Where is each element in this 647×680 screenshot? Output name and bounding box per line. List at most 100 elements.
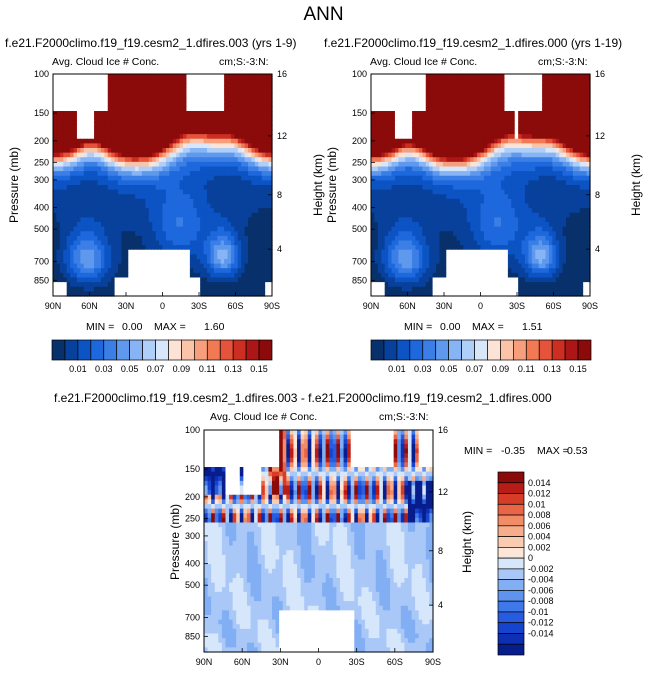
panel2-colorbar-box (448, 339, 462, 361)
panel1-ytick-label: 100 (34, 69, 49, 79)
panel2-ytick-label: 300 (352, 175, 367, 185)
panel1-colorbar-box (181, 339, 195, 361)
panel2-y2tick-label: 4 (595, 244, 600, 254)
panel2-colorbar-box (487, 339, 501, 361)
panel1-colorbar-box (103, 339, 118, 361)
panel2-min-value: 0.00 (440, 321, 461, 333)
panel2-ytick-label: 200 (352, 136, 367, 146)
panel3-colorbar-label: -0.002 (528, 564, 554, 574)
panel1-colorbar-box (245, 339, 260, 361)
panel2-colorbar-label: 0.07 (466, 364, 484, 374)
panel3-colorbar-box (497, 579, 525, 591)
panel1-colorbar-box (129, 339, 143, 361)
panel3-left-string: Avg. Cloud Ice # Conc. (210, 411, 318, 423)
panel1-y2tick-label: 12 (277, 131, 287, 141)
panel3-colorbar-label: 0.004 (528, 532, 551, 542)
panel1-colorbar-label: 0.11 (199, 364, 216, 374)
panel1-y2tick-label: 4 (277, 244, 282, 254)
panel3-min-label: MIN = (464, 445, 493, 457)
panel3-y2tick-label: 8 (438, 546, 443, 556)
panel2-xtick-label: 30N (436, 301, 453, 311)
panel1-ytick-label: 200 (34, 136, 49, 146)
panel1-colorbar-box (77, 339, 92, 361)
panel1-ytick-label: 150 (34, 108, 49, 118)
panel2-right-string: cm;S:-3:N: (538, 56, 588, 68)
panel3-ytick-label: 300 (185, 531, 200, 541)
panel2-colorbar-box (577, 339, 592, 361)
panel3-xtick-label: 0 (316, 657, 321, 667)
panel2-colorbar-box (525, 339, 540, 361)
panel2-xtick-label: 0 (478, 301, 483, 311)
panel3-colorbar-label: 0.006 (528, 521, 551, 531)
panel2-xtick-label: 60N (399, 301, 416, 311)
panel3-xtick-label: 30N (272, 657, 289, 667)
panel2-xtick-label: 60S (545, 301, 561, 311)
panel1-colorbar-label: 0.09 (173, 364, 191, 374)
panel3-title: f.e21.F2000climo.f19_f19.cesm2_1.dfires.… (54, 391, 552, 405)
panel2-min-label: MIN = (404, 321, 433, 333)
panel3-colorbar-label: -0.01 (528, 607, 549, 617)
panel3-colorbar-label: 0.002 (528, 542, 551, 552)
panel3-xtick-label: 90N (196, 657, 213, 667)
panel3-plot: 100 150 200 250 300 400 500 700 850 16 12 8 4 90N 60N 3… (185, 425, 554, 667)
panel3-colorbar-box (497, 493, 525, 505)
panel3-min-value: -0.35 (501, 445, 525, 457)
panel2-colorbar-box (409, 339, 424, 361)
panel3-colorbar-label: -0.012 (528, 618, 554, 628)
panel2-xtick-label: 30S (509, 301, 525, 311)
panel1-colorbar-box (155, 339, 169, 361)
panel3-ytick-label: 850 (185, 631, 200, 641)
panel3-colorbar-label: 0.012 (528, 489, 551, 499)
panel1-colorbar: 0.01 0.03 0.05 0.07 0.09 0.11 0.13 0.15 (51, 339, 273, 374)
panel2-colorbar-label: 0.11 (518, 364, 535, 374)
panel3-colorbar-box (497, 611, 525, 624)
panel2-colorbar-box (435, 339, 449, 361)
panel3-colorbar-box (497, 557, 525, 570)
panel3-right-string: cm;S:-3:N: (379, 411, 429, 423)
panel3-colorbar-box (497, 525, 525, 537)
panel2-title: f.e21.F2000climo.f19_f19.cesm2_1.dfires.… (324, 36, 623, 50)
panel3-colorbar-box (497, 482, 525, 494)
panel3-xtick-label: 60N (234, 657, 251, 667)
panel1-xtick-label: 30S (191, 301, 207, 311)
panel1-left-string: Avg. Cloud Ice # Conc. (52, 56, 160, 68)
panel2-colorbar-box (422, 339, 437, 361)
panel2-ytick-label: 700 (352, 257, 367, 267)
panel3-colorbar-box (497, 503, 525, 516)
panel2-colorbar-label: 0.05 (440, 364, 458, 374)
panel1-xtick-label: 90S (264, 301, 280, 311)
panel3-ytick-label: 700 (185, 613, 200, 623)
panel3-max-label: MAX = (537, 445, 569, 457)
panel3-colorbar-box (497, 590, 525, 602)
panel3-max-value: 0.53 (567, 445, 588, 457)
panel3-xtick-label: 60S (387, 657, 403, 667)
panel1-ytick-label: 700 (34, 257, 49, 267)
panel1-min-value: 0.00 (122, 321, 143, 333)
panel1-colorbar-box (142, 339, 156, 361)
panel3-colorbar-box (497, 643, 525, 656)
panel3-colorbar-label: -0.004 (528, 575, 554, 585)
panel3-colorbar-box (497, 471, 525, 484)
panel2-colorbar: 0.01 0.03 0.05 0.07 0.09 0.11 0.13 0.15 (370, 339, 592, 374)
panel3-colorbar-box (497, 600, 525, 613)
panel3-colorbar-label: -0.006 (528, 585, 554, 595)
panel2-ytick-label: 850 (352, 275, 367, 285)
panel3-ytick-label: 500 (185, 580, 200, 590)
panel3-y2tick-label: 12 (438, 487, 448, 497)
panel2-colorbar-box (564, 339, 579, 361)
panel3-colorbar-label: 0.014 (528, 478, 551, 488)
panel2-colorbar-box (500, 339, 514, 361)
panel1-ytick-label: 500 (34, 224, 49, 234)
panel2-colorbar-box (513, 339, 527, 361)
panel2-colorbar-box (474, 339, 488, 361)
panel1-colorbar-box (51, 339, 66, 361)
panel3-y2tick-label: 16 (438, 425, 448, 435)
panel2-y2tick-label: 8 (595, 190, 600, 200)
panel3-colorbar-label: 0.01 (528, 499, 546, 509)
panel2-colorbar-box (396, 339, 411, 361)
panel3-colorbar-label: 0 (528, 553, 533, 563)
panel3-colorbar-box (497, 622, 525, 634)
panel2-xtick-label: 90S (582, 301, 598, 311)
panel1-colorbar-box (219, 339, 234, 361)
panel2-colorbar-label: 0.09 (492, 364, 510, 374)
